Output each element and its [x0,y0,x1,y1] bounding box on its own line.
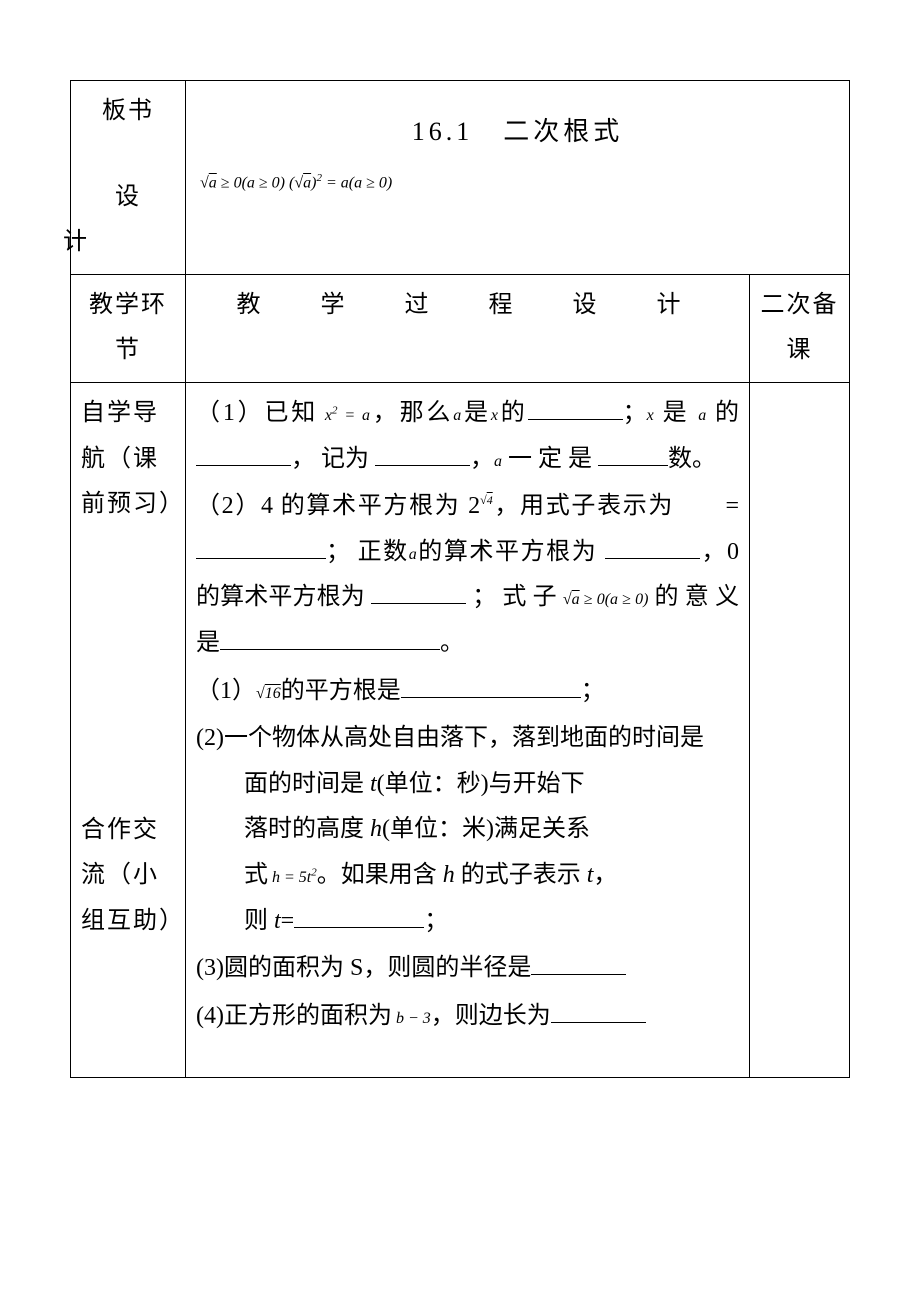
q2-text-f: ； 式 子 [472,584,557,610]
q3-text-b: 的平方根是 [281,678,401,704]
q1-text-a: （1）已知 [196,400,318,426]
q4-text-end: ； [424,908,448,934]
coop-q2: (2)一个物体从高处自由落下，落到地面的时间是 面的时间是 t(单位：秒)与开始… [196,716,739,944]
q2-sup: √4 [480,493,493,507]
blank [196,442,291,466]
q1-text-h: ， 记为 [291,446,369,472]
q1-text-d: 的 [498,400,528,426]
blank [401,674,581,698]
q2-math2: √a ≥ 0(a ≥ 0) [563,591,649,608]
stage-self-study: 自学导航（课前预习） [81,391,175,528]
board-design-content-cell: 16.1 二次根式 √a ≥ 0(a ≥ 0) (√a)2 = a(a ≥ 0) [186,81,850,275]
q4-line4: 式 h = 5t2。如果用含 h 的式子表示 t， [244,862,617,888]
process-header: 教 学 过 程 设 计 [186,274,750,382]
blank [220,626,440,650]
blank [294,904,424,928]
q1-math5: a [698,407,706,424]
blank [375,442,470,466]
q1-text-i: ， [470,446,494,472]
q1-text-j: 一 定 是 [508,446,592,472]
q1-text-c: 是 [461,400,491,426]
q6-math1: b − 3 [392,1010,431,1027]
blank [605,535,700,559]
label-she: 设 [81,175,175,221]
q2-text-a: （2）4 的算术平方根为 2 [196,493,480,519]
q1-text-k: 数。 [668,446,716,472]
blank [551,999,646,1023]
q2-text-h: 。 [440,630,464,656]
lesson-title: 16.1 二次根式 [196,107,839,156]
secondary-prep-cell [750,382,850,1077]
q4-text-a: (2)一个物体从高处自由落下，落到地面的时间是 [196,725,704,751]
title-formula: √a ≥ 0(a ≥ 0) (√a)2 = a(a ≥ 0) [196,168,839,199]
q4-line5: 则 t= [244,908,294,934]
secondary-prep-header: 二次备课 [750,274,850,382]
lesson-plan-table: 板书 设 计 16.1 二次根式 √a ≥ 0(a ≥ 0) (√a)2 = a… [70,80,850,1078]
coop-q3: (3)圆的面积为 S，则圆的半径是 [196,946,739,992]
prestudy-q2: （2）4 的算术平方根为 2√4，用式子表示为 =； 正数a的算术平方根为 ，0… [196,484,739,666]
q2-math1: a [409,546,417,563]
q4-line3: 落时的高度 h(单位：米)满足关系 [244,816,590,842]
q2-text-d: 的算术平方根为 [417,539,598,565]
q1-math4: x [647,407,654,424]
q5-text-a: (3)圆的面积为 S，则圆的半径是 [196,955,531,981]
q1-math6: a [494,453,502,470]
q1-text-f: 是 [663,400,690,426]
stage-header: 教学环节 [71,274,186,382]
q2-text-b: ，用式子表示为 = [493,493,739,519]
stage-cooperation: 合作交流（小组互助） [81,808,175,945]
q1-text-b: ，那么 [370,400,453,426]
q3-math1: √16 [256,685,281,702]
board-design-label-cell: 板书 设 计 [71,81,186,275]
coop-q4: (4)正方形的面积为 b − 3，则边长为 [196,994,739,1040]
blank [196,535,326,559]
coop-q1: （1）√16的平方根是 ； [196,669,739,715]
process-content-cell: （1）已知 x2 = a，那么a是x的；x 是 a 的 ， 记为 ，a 一 定 … [186,382,750,1077]
q2-text-c: ； 正数 [326,539,409,565]
label-banshu: 板书 [81,89,175,135]
q1-text-g: 的 [715,400,739,426]
q1-math3: x [491,407,498,424]
q3-text-a: （1） [196,678,256,704]
q6-text-a: (4)正方形的面积为 [196,1003,392,1029]
prestudy-q1: （1）已知 x2 = a，那么a是x的；x 是 a 的 ， 记为 ，a 一 定 … [196,391,739,482]
blank [598,442,668,466]
q1-math1: x2 = a [318,407,370,424]
q3-text-c: ； [581,678,605,704]
q1-text-e: ； [623,400,647,426]
stage-labels-cell: 自学导航（课前预习） 合作交流（小组互助） [71,382,186,1077]
blank [528,396,623,420]
label-ji: 计 [63,220,157,266]
blank [371,580,466,604]
q6-text-b: ，则边长为 [431,1003,551,1029]
blank [531,951,626,975]
q4-line2: 面的时间是 t(单位：秒)与开始下 [244,771,585,797]
